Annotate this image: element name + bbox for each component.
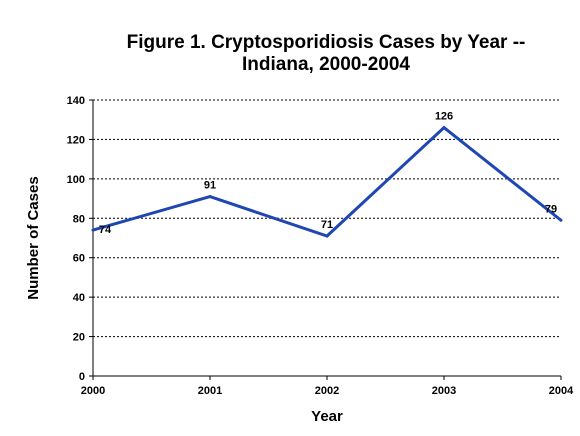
- y-axis-title: Number of Cases: [25, 176, 42, 299]
- x-tick-labels: 2000 2001 2002 2003 2004: [81, 385, 574, 397]
- data-point-2000: [92, 229, 95, 232]
- x-tick-label: 2002: [315, 385, 339, 397]
- y-tick-label: 20: [73, 332, 85, 344]
- y-tick-label: 140: [67, 95, 85, 107]
- data-label-2000: 74: [99, 224, 112, 236]
- data-label-2002: 71: [321, 219, 333, 231]
- data-point-2002: [326, 235, 329, 238]
- y-tick-label: 120: [67, 134, 85, 146]
- data-labels: 74 91 71 126 79: [99, 111, 557, 237]
- chart-title-line1: Figure 1. Cryptosporidiosis Cases by Yea…: [127, 32, 526, 53]
- y-tick-labels: 0 20 40 60 80 100 120 140: [67, 95, 85, 383]
- x-axis-title: Year: [311, 408, 343, 425]
- data-point-2001: [209, 195, 212, 198]
- axes: [89, 100, 561, 380]
- x-tick-label: 2003: [432, 385, 456, 397]
- data-label-2004: 79: [545, 203, 557, 215]
- data-point-2004: [560, 219, 563, 222]
- y-tick-label: 100: [67, 174, 85, 186]
- data-label-2001: 91: [204, 180, 216, 192]
- data-label-2003: 126: [435, 111, 453, 123]
- x-tick-label: 2001: [198, 385, 222, 397]
- y-tick-label: 40: [73, 292, 85, 304]
- data-point-2003: [443, 126, 446, 129]
- x-tick-label: 2000: [81, 385, 105, 397]
- chart-title-line2: Indiana, 2000-2004: [242, 54, 410, 75]
- y-tick-label: 60: [73, 253, 85, 265]
- y-tick-label: 80: [73, 213, 85, 225]
- x-tick-label: 2004: [549, 385, 574, 397]
- y-tick-label: 0: [79, 371, 85, 383]
